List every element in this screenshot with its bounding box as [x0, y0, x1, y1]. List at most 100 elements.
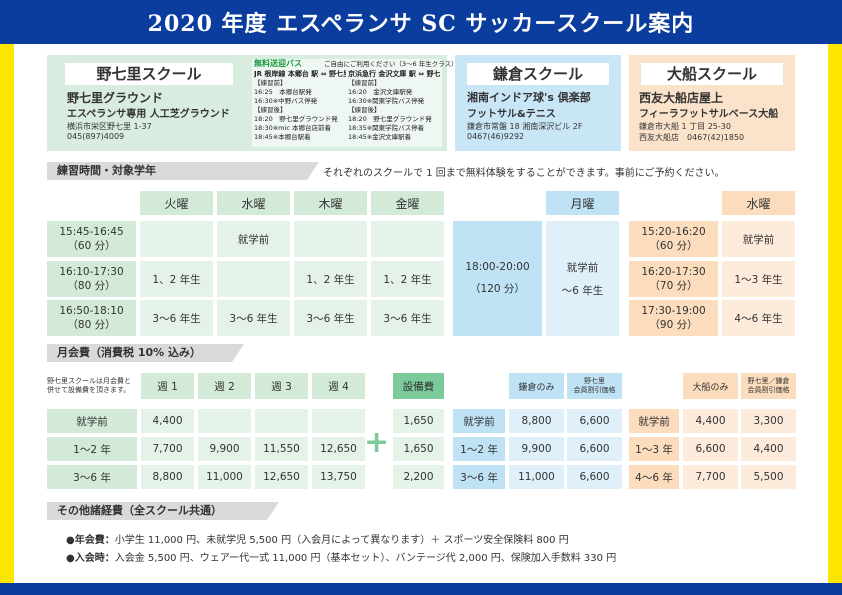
nanasato-school-name: 野七里スクール [65, 63, 233, 85]
bus-line: 【練習前】 [348, 79, 381, 87]
fee-row-label: 1～2 年 [47, 437, 137, 461]
duration: （60 分） [649, 239, 698, 252]
schedule-cell: 3～6 年生 [371, 300, 444, 336]
fee-row-label: 就学前 [453, 409, 505, 433]
joining-fee-line: ●入会時：入会金 5,500 円、ウェアー代一式 11,000 円（基本セット）… [66, 549, 616, 564]
duration: （90 分） [649, 318, 698, 331]
schedule-cell [371, 221, 444, 257]
fees-section-title: 月会費（消費税 10% 込み） [47, 344, 244, 362]
fee-cell: 6,600 [683, 437, 738, 461]
kamakura-venue-sub: フットサル&テニス [467, 109, 556, 120]
shuttle-bus-note: ご自由にご利用ください（3～6 年生クラス） [324, 60, 458, 68]
schedule-cell: 1、2 年生 [294, 261, 367, 297]
fee-row-label: 就学前 [629, 409, 679, 433]
nanasato-school-box: 野七里スクール 野七里グラウンド エスペランサ専用 人工芝グラウンド 横浜市栄区… [47, 55, 458, 151]
fee-cell: 5,500 [741, 465, 796, 489]
time-slot: 15:45-16:45 （60 分） [47, 221, 136, 257]
schedule-cell: 1、2 年生 [371, 261, 444, 297]
fee-cell: 6,600 [567, 437, 622, 461]
bus-line: 【練習前】 [254, 79, 287, 87]
fee-cell: 6,600 [567, 465, 622, 489]
header-band [0, 0, 842, 44]
grade-text: ～6 年生 [561, 284, 604, 297]
fee-header: 週 3 [255, 373, 308, 399]
grade-text: 就学前 [566, 261, 599, 274]
schedule-cell: 3～6 年生 [217, 300, 290, 336]
time-range: 16:20-17:30 [641, 265, 706, 278]
joining-fee-label: ●入会時： [66, 553, 115, 564]
schedule-cell [217, 261, 290, 297]
kamakura-grade: 就学前 ～6 年生 [546, 221, 619, 336]
footer-band [0, 583, 842, 595]
facility-fee-cell: 2,200 [393, 465, 444, 489]
fee-header: 週 1 [141, 373, 194, 399]
ofuna-venue: 西友大船店屋上 [639, 91, 724, 105]
nanasato-tel: 045(897)4009 [67, 132, 125, 141]
annual-fee-line: ●年会費：小学生 11,000 円、未就学児 5,500 円（入会月によって異な… [66, 531, 569, 546]
fee-cell: 4,400 [741, 437, 796, 461]
trial-note: それぞれのスクールで 1 回まで無料体験をすることができます。事前にご予約くださ… [323, 168, 725, 179]
fee-cell: 4,400 [141, 409, 194, 433]
bus-route-head: JR 根岸線 本郷台 駅 ⇔ 野七里 [254, 70, 346, 78]
schedule-cell [140, 221, 213, 257]
fee-cell: 8,800 [509, 409, 564, 433]
bus-line: 18:30※mic 本郷台店前着 [254, 124, 331, 132]
time-slot: 16:20-17:30 （70 分） [629, 261, 718, 297]
schedule-cell [294, 221, 367, 257]
fee-cell [255, 409, 308, 433]
fee-header: 大船のみ [683, 373, 738, 399]
shuttle-bus-info: 無料送迎バス ご自由にご利用ください（3～6 年生クラス） JR 根岸線 本郷台… [252, 59, 458, 147]
duration: （120 分） [470, 283, 525, 295]
fee-row-label: 就学前 [47, 409, 137, 433]
shuttle-bus-title: 無料送迎バス [254, 59, 302, 68]
bus-line: 【練習後】 [348, 106, 381, 114]
time-range: 16:50-18:10 [59, 304, 124, 317]
fee-header: 野七里 会員割引価格 [567, 373, 622, 399]
facility-fee-note: 野七里スクールは月会費と併せて設備費を頂きます。 [47, 377, 131, 394]
day-header: 水曜 [722, 191, 795, 215]
annual-fee-text: 小学生 11,000 円、未就学児 5,500 円（入会月によって異なります）＋… [114, 535, 569, 546]
kamakura-venue: 湘南インドア球's 倶楽部 [467, 91, 591, 104]
ofuna-address: 鎌倉市大船 1 丁目 25-30 [639, 122, 731, 131]
schedule-cell: 就学前 [217, 221, 290, 257]
bus-line: 18:20 野七里グラウンド発 [348, 115, 432, 123]
day-header: 水曜 [217, 191, 290, 215]
fee-header: 野七里／鎌倉 会員割引価格 [741, 373, 796, 399]
fee-cell: 11,550 [255, 437, 308, 461]
fee-cell: 9,900 [198, 437, 251, 461]
bus-route-head: 京浜急行 金沢文庫 駅 ⇔ 野七里 [348, 70, 440, 78]
time-slot: 16:10-17:30 （80 分） [47, 261, 136, 297]
time-range: 17:30-19:00 [641, 304, 706, 317]
day-header: 木曜 [294, 191, 367, 215]
fee-row-label: 1～2 年 [453, 437, 505, 461]
fee-cell: 9,900 [509, 437, 564, 461]
fee-header: 鎌倉のみ [509, 373, 564, 399]
time-range: 18:00-20:00 [465, 261, 530, 273]
bus-line: 18:35※関東学院バス停着 [348, 124, 425, 132]
plus-icon: + [364, 425, 390, 460]
schedule-cell: 就学前 [722, 221, 795, 257]
bus-line: 16:30※中野バス停発 [254, 97, 318, 105]
time-range: 16:10-17:30 [59, 265, 124, 278]
kamakura-address: 鎌倉市常盤 18 湘南深沢ビル 2F [467, 122, 583, 131]
day-header: 金曜 [371, 191, 444, 215]
time-range: 15:20-16:20 [641, 225, 706, 238]
duration: （80 分） [67, 279, 116, 292]
nanasato-venue: 野七里グラウンド [67, 91, 164, 105]
fee-cell: 13,750 [312, 465, 365, 489]
bus-line: 16:20 金沢文庫駅発 [348, 88, 413, 96]
fee-header: 週 4 [312, 373, 365, 399]
time-range: 15:45-16:45 [59, 225, 124, 238]
bus-line: 18:20 野七里グラウンド発 [254, 115, 338, 123]
duration: （60 分） [67, 239, 116, 252]
nanasato-venue-sub: エスペランサ専用 人工芝グラウンド [67, 109, 230, 120]
fee-cell [198, 409, 251, 433]
fee-cell: 8,800 [141, 465, 194, 489]
fee-header: 週 2 [198, 373, 251, 399]
fee-cell [312, 409, 365, 433]
schedule-cell: 1、2 年生 [140, 261, 213, 297]
fee-row-label: 4～6 年 [629, 465, 679, 489]
fee-cell: 7,700 [141, 437, 194, 461]
kamakura-tel: 0467(46)9292 [467, 132, 525, 141]
bus-line: 16:25 本郷台駅発 [254, 88, 312, 96]
